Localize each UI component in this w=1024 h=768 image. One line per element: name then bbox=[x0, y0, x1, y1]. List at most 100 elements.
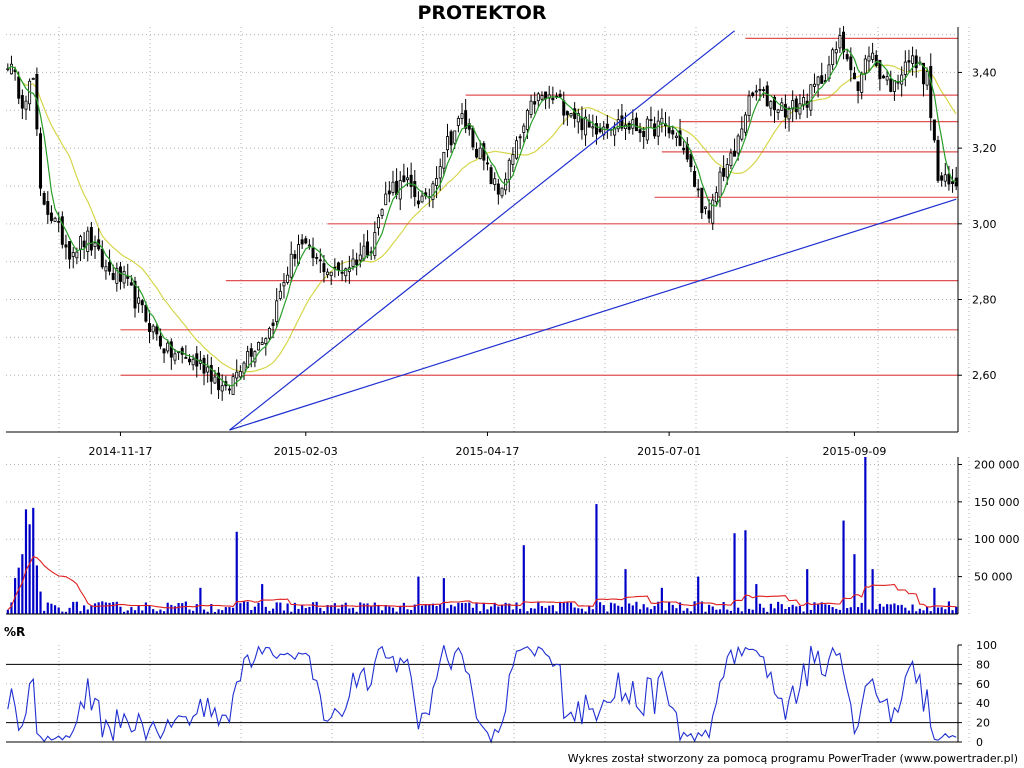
volume-bar bbox=[442, 578, 445, 614]
candle-body bbox=[257, 342, 261, 351]
volume-bar bbox=[886, 604, 889, 614]
candle-body bbox=[900, 74, 904, 85]
volume-bar bbox=[617, 605, 620, 614]
candle-body bbox=[242, 362, 246, 374]
candle-body bbox=[878, 60, 882, 80]
candle-body bbox=[794, 98, 798, 113]
candle-body bbox=[773, 96, 776, 111]
volume-bar bbox=[279, 602, 282, 614]
candle-body bbox=[402, 175, 406, 182]
candle-body bbox=[449, 131, 453, 146]
candle-body bbox=[925, 71, 929, 86]
candle-body bbox=[24, 100, 28, 110]
candle-body bbox=[885, 76, 889, 81]
volume-bar bbox=[261, 584, 264, 614]
volume-bar bbox=[337, 608, 340, 614]
candle-body bbox=[366, 241, 370, 256]
volume-bar bbox=[242, 601, 246, 614]
volume-bar bbox=[704, 611, 707, 614]
volume-bar bbox=[155, 611, 158, 614]
volume-bar bbox=[202, 609, 206, 614]
volume-bar bbox=[311, 602, 315, 614]
volume-bar bbox=[755, 584, 758, 614]
volume-bar bbox=[301, 604, 304, 614]
wr-y-tick-label: 60 bbox=[976, 678, 990, 691]
volume-bar bbox=[206, 611, 209, 614]
candle-body bbox=[667, 127, 671, 134]
candle-body bbox=[340, 271, 344, 274]
candle-body bbox=[456, 118, 460, 126]
volume-bar bbox=[849, 607, 852, 614]
volume-bar bbox=[380, 610, 384, 614]
volume-bar bbox=[533, 608, 536, 614]
volume-bar bbox=[123, 611, 126, 614]
candle-body bbox=[271, 322, 275, 326]
volume-bar bbox=[192, 610, 195, 614]
volume-bar bbox=[159, 609, 162, 614]
volume-bar bbox=[72, 601, 75, 614]
candle-body bbox=[522, 125, 526, 133]
volume-bar bbox=[341, 604, 344, 614]
volume-bar bbox=[766, 611, 769, 614]
volume-bar bbox=[904, 607, 907, 614]
volume-bar bbox=[722, 602, 725, 614]
volume-bar bbox=[108, 602, 111, 614]
candle-body bbox=[387, 190, 391, 195]
candle-body bbox=[689, 154, 693, 168]
volume-bar bbox=[130, 607, 133, 614]
candle-body bbox=[384, 193, 388, 206]
candle-body bbox=[438, 166, 442, 179]
volume-bar bbox=[820, 602, 823, 614]
volume-bar bbox=[439, 604, 442, 614]
candle-body bbox=[569, 113, 573, 117]
candle-body bbox=[137, 297, 141, 304]
candle-body bbox=[493, 178, 497, 185]
candle-body bbox=[882, 75, 886, 79]
candle-body bbox=[758, 88, 762, 91]
volume-bar bbox=[591, 609, 594, 614]
volume-bar bbox=[399, 605, 402, 614]
candle-body bbox=[736, 135, 740, 154]
volume-bar bbox=[424, 604, 427, 614]
volume-bar bbox=[232, 607, 235, 614]
volume-bar bbox=[900, 604, 903, 614]
volume-bar bbox=[526, 611, 529, 614]
candle-body bbox=[751, 92, 755, 97]
volume-bar bbox=[246, 601, 249, 614]
volume-bar bbox=[744, 530, 747, 614]
price-x-tick-label: 2015-07-01 bbox=[637, 445, 701, 458]
candle-body bbox=[122, 271, 126, 284]
volume-bar bbox=[791, 604, 794, 614]
volume-bar bbox=[769, 603, 772, 614]
candle-body bbox=[318, 259, 322, 262]
candle-body bbox=[889, 78, 893, 92]
candle-body bbox=[238, 371, 242, 378]
candle-body bbox=[634, 117, 638, 132]
candle-body bbox=[907, 60, 911, 63]
candle-body bbox=[565, 111, 569, 116]
volume-y-tick-label: 100 000 bbox=[974, 533, 1020, 546]
volume-bar bbox=[740, 611, 743, 614]
volume-bar bbox=[355, 611, 358, 614]
candle-body bbox=[747, 95, 751, 116]
volume-bar bbox=[889, 604, 892, 614]
candle-body bbox=[68, 241, 72, 260]
candle-body bbox=[940, 175, 944, 181]
candle-body bbox=[515, 140, 519, 159]
candle-body bbox=[93, 242, 97, 247]
trendline bbox=[229, 30, 735, 431]
candle-body bbox=[275, 300, 279, 322]
volume-bar bbox=[395, 611, 398, 614]
volume-bar bbox=[366, 603, 369, 614]
candle-body bbox=[729, 152, 733, 166]
candle-body bbox=[431, 183, 435, 200]
candle-body bbox=[220, 385, 224, 392]
volume-bar bbox=[210, 603, 213, 614]
candle-body bbox=[911, 55, 915, 64]
candle-body bbox=[842, 31, 846, 53]
volume-bar bbox=[548, 605, 551, 614]
candle-body bbox=[954, 177, 958, 187]
trendline bbox=[229, 198, 957, 431]
candle-body bbox=[511, 154, 515, 165]
